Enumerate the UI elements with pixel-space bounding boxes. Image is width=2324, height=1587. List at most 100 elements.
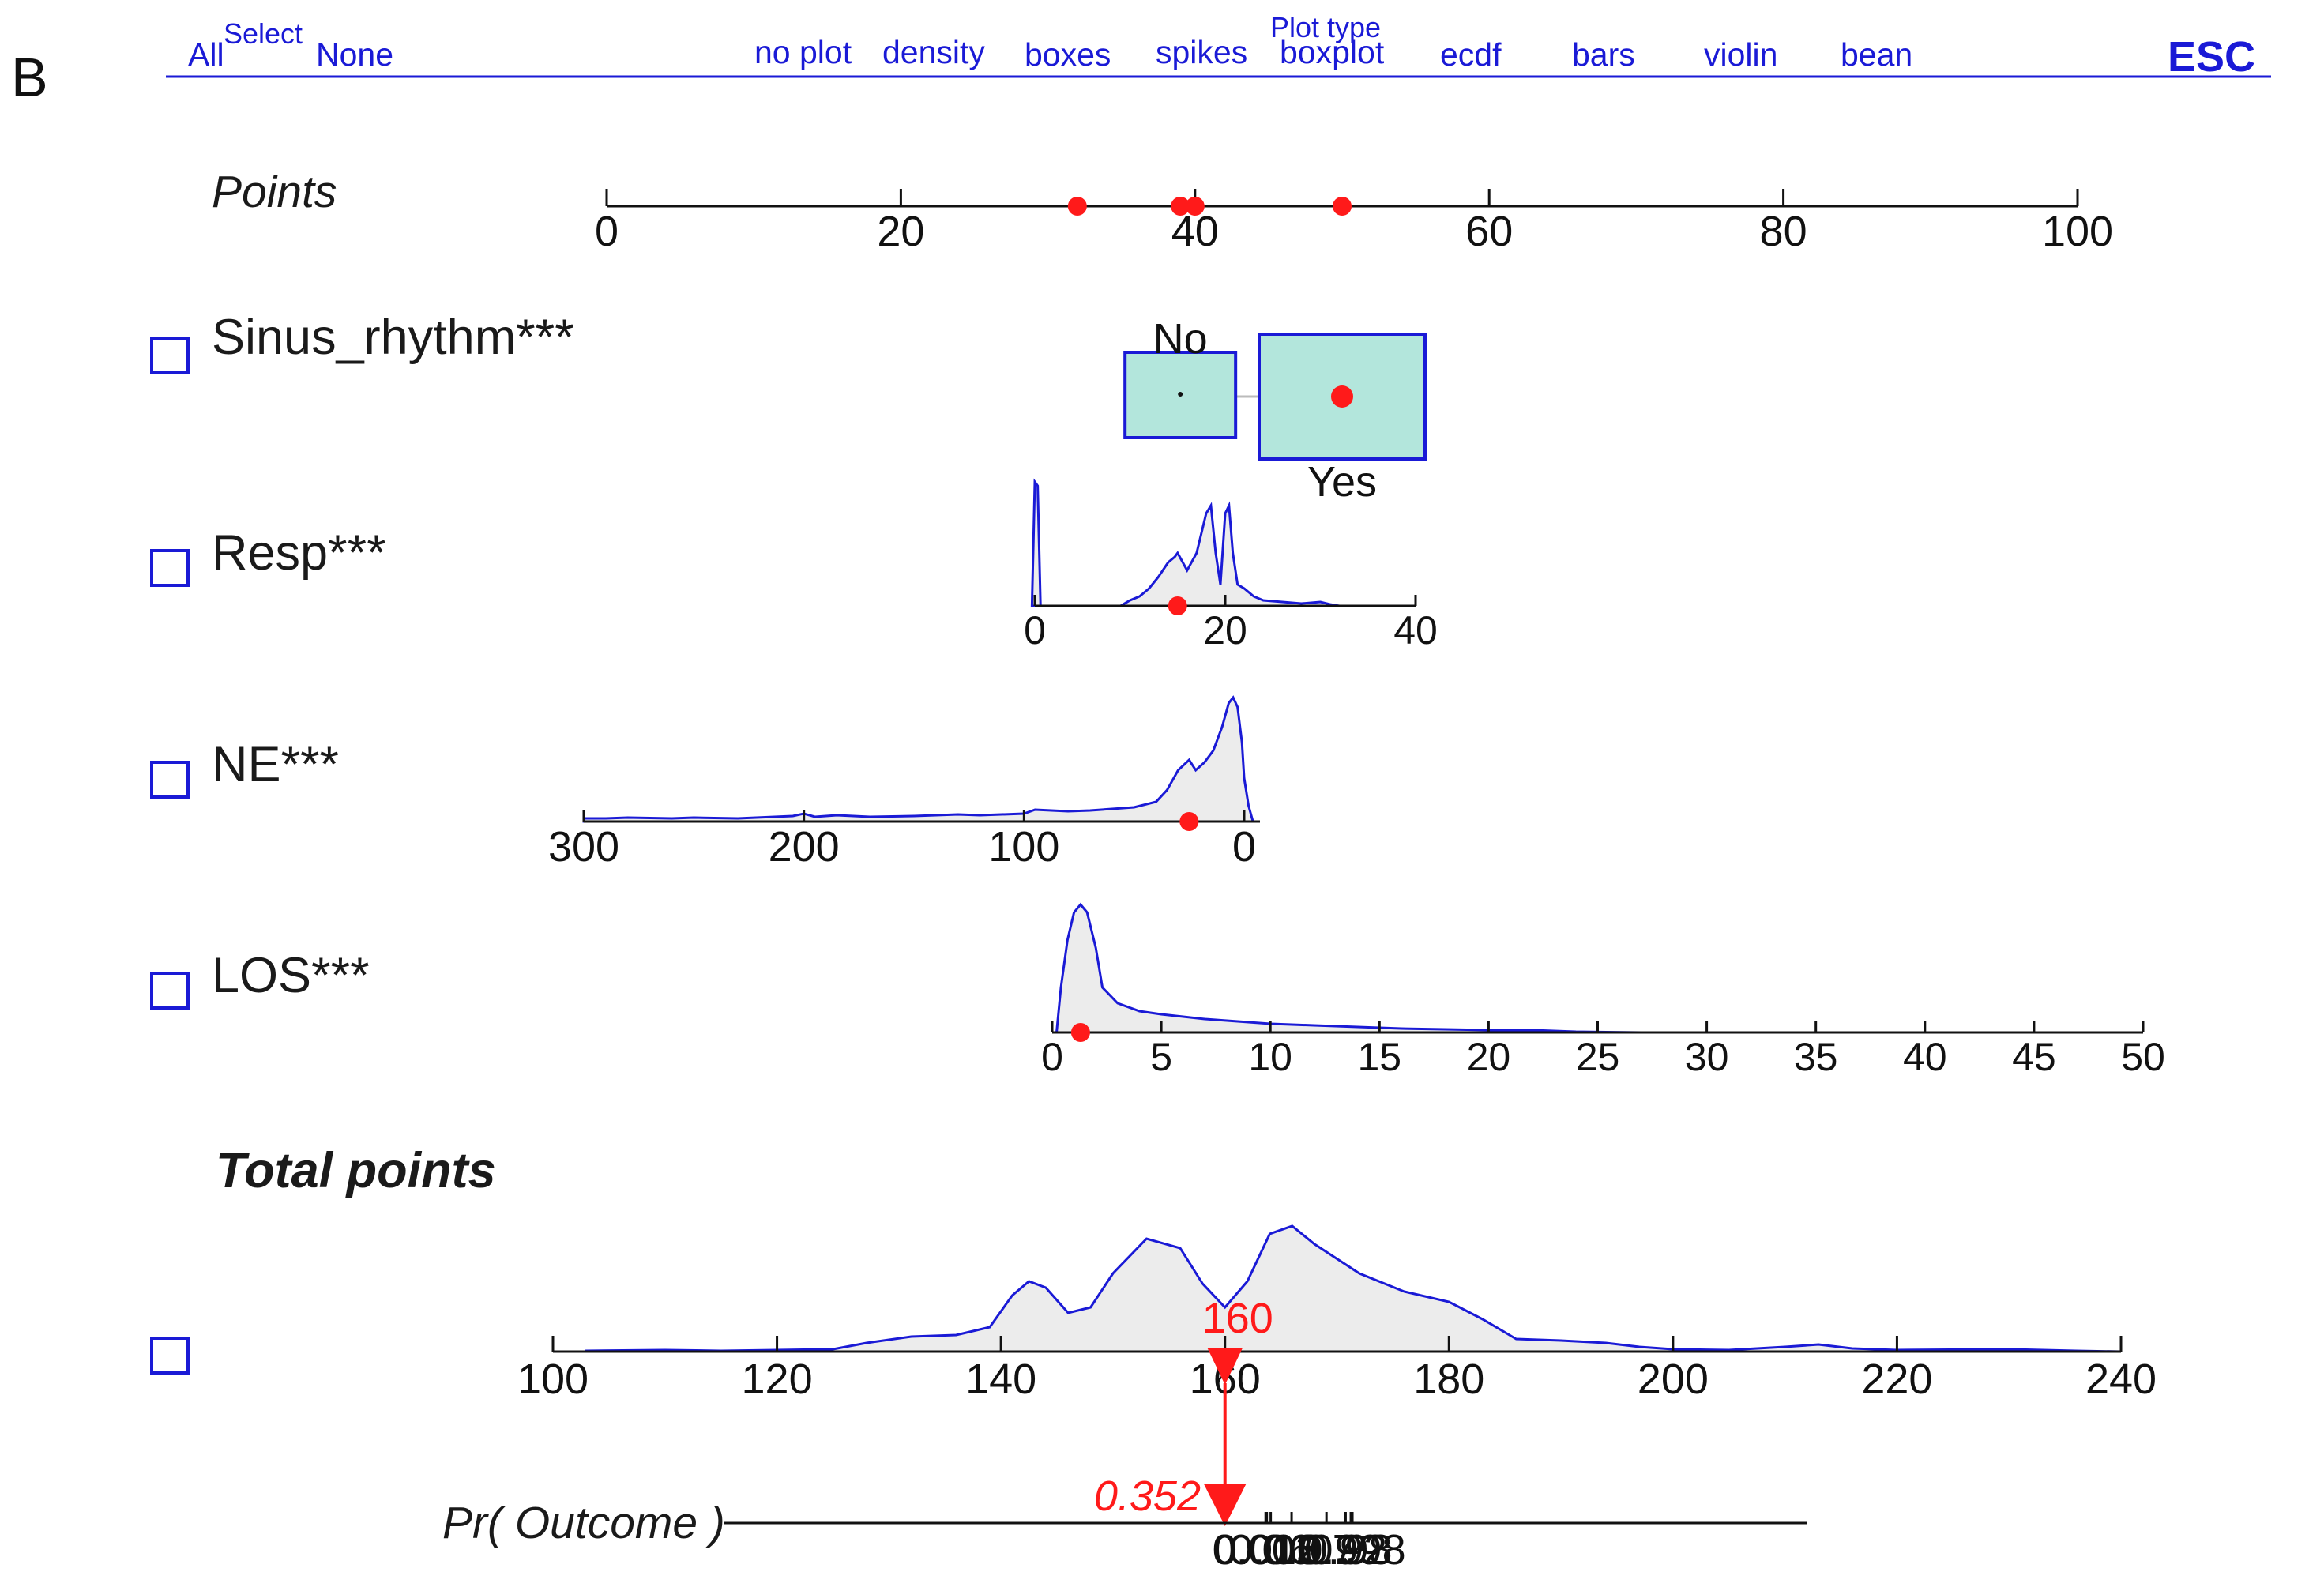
outcome-axis-label: Pr( Outcome ): [442, 1498, 725, 1548]
plot-type-violin-button[interactable]: violin: [1704, 36, 1777, 73]
level-label-no: No: [1153, 315, 1208, 363]
checkbox-icon[interactable]: [150, 337, 190, 374]
red-dot-marker: [1331, 385, 1353, 408]
sinus-rhythm-row: Sinus_rhythm*** No Yes: [150, 310, 1427, 506]
red-dot-marker: [1070, 1023, 1090, 1042]
ne-row: NE*** 300 200 100 0: [150, 695, 1260, 871]
total-points-label: Total points: [216, 1143, 496, 1198]
sinus-rhythm-boxes: No Yes: [1123, 315, 1427, 506]
level-label-yes: Yes: [1307, 458, 1377, 506]
tick-label: 0.002: [1213, 1526, 1319, 1574]
select-group-label: Select: [224, 17, 303, 50]
resp-density-plot: 0 20 40: [1024, 478, 1438, 652]
los-label: LOS***: [212, 948, 370, 1003]
tick-label: 180: [1413, 1356, 1484, 1403]
tick-label: 35: [1794, 1035, 1838, 1079]
plot-type-ecdf-button[interactable]: ecdf: [1440, 36, 1502, 73]
tick-label: 0.98: [1309, 1526, 1392, 1574]
red-triangle-pointer: [1203, 1484, 1247, 1526]
tick-label: 220: [1861, 1356, 1932, 1403]
ne-density-plot: 300 200 100 0: [548, 695, 1260, 871]
los-row: LOS*** 0 5 10 15 20 25 30 35 40 45 50: [150, 902, 2165, 1079]
tick-label: 200: [769, 823, 840, 871]
outcome-value-label: 0.352: [1094, 1472, 1201, 1520]
tick-label: 0: [1024, 608, 1046, 652]
tick-label: 30: [1685, 1035, 1729, 1079]
plot-type-no-plot-button[interactable]: no plot: [754, 34, 852, 70]
tick-label: 100: [517, 1356, 589, 1403]
total-points-row: Total points 100120140160180200220240160: [150, 1143, 2157, 1526]
red-dot-marker: [1185, 197, 1205, 216]
tick-label: 10: [1248, 1035, 1292, 1079]
tick-label: 20: [1203, 608, 1247, 652]
ne-density-curve: [582, 695, 1255, 823]
points-axis: 0 20 40 60 80 100: [595, 189, 2113, 255]
tick-label: 0: [1041, 1035, 1063, 1079]
total-points-value-label: 160: [1202, 1295, 1273, 1342]
plot-type-spikes-button[interactable]: spikes: [1156, 34, 1247, 70]
level-dot-no: [1178, 392, 1183, 397]
tick-label: 40: [1903, 1035, 1947, 1079]
tick-label: 25: [1576, 1035, 1620, 1079]
plot-type-bars-button[interactable]: bars: [1572, 36, 1635, 73]
plot-type-boxplot-button[interactable]: boxplot: [1280, 34, 1385, 70]
checkbox-icon[interactable]: [150, 972, 190, 1010]
tick-label: 300: [548, 823, 619, 871]
tick-label: 15: [1357, 1035, 1401, 1079]
red-triangle-pointer: [1207, 1348, 1243, 1385]
level-box-yes: [1258, 333, 1427, 461]
resp-label: Resp***: [212, 525, 386, 581]
checkbox-icon[interactable]: [150, 1337, 190, 1375]
points-row: Points 0 20 40 60 80 100: [212, 167, 2113, 255]
resp-row: Resp*** 0 20 40: [150, 478, 1438, 652]
red-dot-marker: [1171, 197, 1190, 216]
esc-button[interactable]: ESC: [2168, 33, 2255, 81]
plot-type-density-button[interactable]: density: [882, 34, 985, 70]
select-all-button[interactable]: All: [188, 36, 224, 73]
tick-label: 45: [2012, 1035, 2056, 1079]
tick-label: 0.3: [1262, 1526, 1322, 1574]
tick-label: 0.7: [1297, 1526, 1356, 1574]
red-dot-marker: [1333, 197, 1352, 216]
points-axis-label: Points: [212, 167, 337, 217]
red-dot-marker: [1168, 596, 1187, 615]
total-points-density-plot: 100120140160180200220240160: [517, 1224, 2157, 1526]
tick-label: 60: [1465, 208, 1513, 255]
tick-label: 20: [1467, 1035, 1511, 1079]
panel-label: B: [11, 47, 48, 108]
outcome-row: Pr( Outcome ) 0.0020.0150.060.30.70.920.…: [442, 1472, 1807, 1574]
tick-label: 140: [965, 1356, 1036, 1403]
resp-density-curve: [1030, 478, 1340, 607]
checkbox-icon[interactable]: [150, 761, 190, 799]
select-none-button[interactable]: None: [316, 36, 393, 73]
total-points-density-curve: [585, 1224, 2122, 1353]
tick-label: 0: [1232, 823, 1256, 871]
tick-label: 0: [595, 208, 619, 255]
ne-label: NE***: [212, 737, 339, 792]
tick-label: 5: [1150, 1035, 1172, 1079]
tick-label: 50: [2121, 1035, 2165, 1079]
tick-label: 20: [877, 208, 924, 255]
tick-label: 120: [742, 1356, 813, 1403]
los-density-curve: [1055, 902, 1641, 1034]
plot-menu-bar: Select All None Plot type no plot densit…: [166, 11, 2271, 81]
tick-label: 100: [988, 823, 1059, 871]
tick-label: 0.92: [1304, 1526, 1387, 1574]
tick-label: 0.06: [1229, 1526, 1312, 1574]
los-density-plot: 0 5 10 15 20 25 30 35 40 45 50: [1041, 902, 2165, 1079]
checkbox-icon[interactable]: [150, 549, 190, 587]
tick-label: 0.998: [1299, 1526, 1405, 1574]
sinus-rhythm-label: Sinus_rhythm***: [212, 310, 574, 365]
tick-label: 0.015: [1213, 1526, 1320, 1574]
tick-label: 80: [1760, 208, 1807, 255]
tick-label: 40: [1393, 608, 1438, 652]
plot-type-bean-button[interactable]: bean: [1841, 36, 1912, 73]
plot-type-boxes-button[interactable]: boxes: [1025, 36, 1111, 73]
tick-label: 100: [2042, 208, 2113, 255]
red-dot-marker: [1067, 197, 1087, 216]
plot-type-group-label: Plot type: [1270, 11, 1381, 43]
tick-label: 200: [1638, 1356, 1709, 1403]
